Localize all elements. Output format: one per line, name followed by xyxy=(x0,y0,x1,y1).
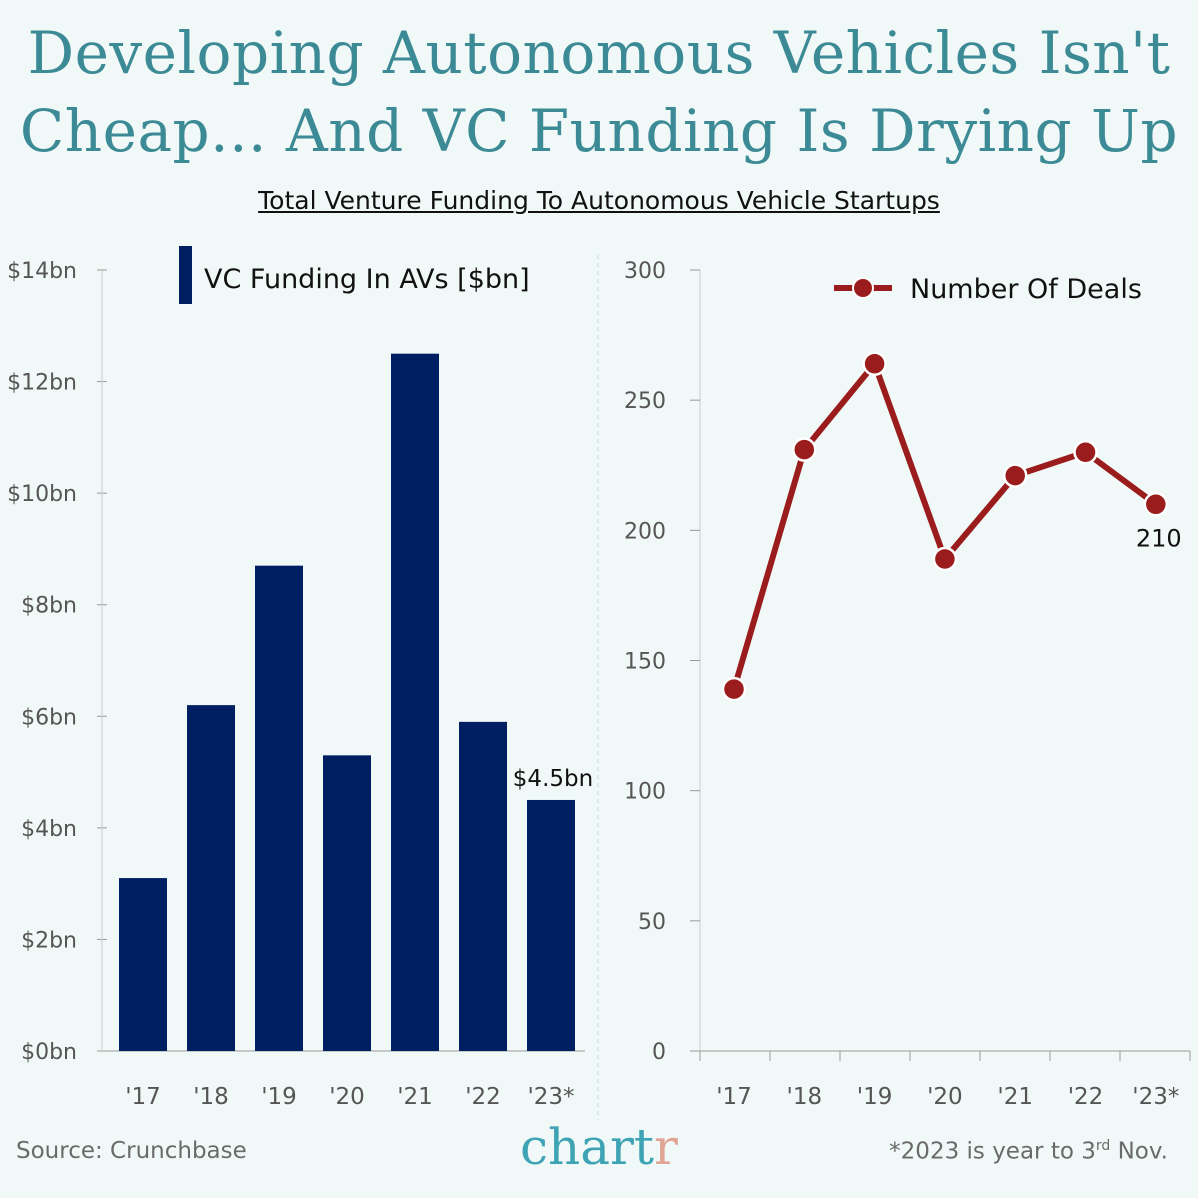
bar-y-tick-label: $2bn xyxy=(21,928,77,953)
bar-data-label: $4.5bn xyxy=(513,766,593,792)
footnote-end: Nov. xyxy=(1110,1138,1168,1165)
line-x-tick-label: '18 xyxy=(787,1084,823,1110)
line-legend-label: Number Of Deals xyxy=(910,274,1142,305)
bar-legend-swatch xyxy=(179,246,192,304)
bar-2 xyxy=(255,565,303,1051)
line-x-tick-label: '23* xyxy=(1132,1084,1179,1110)
deals-point-0 xyxy=(721,676,747,702)
title-line-1: Developing Autonomous Vehicles Isn't xyxy=(27,19,1171,87)
line-y-tick-label: 100 xyxy=(624,780,666,805)
line-y-tick-label: 200 xyxy=(624,519,666,544)
bar-y-tick-label: $10bn xyxy=(7,482,77,507)
bar-x-tick-label: '21 xyxy=(397,1084,433,1110)
line-y-tick-label: 50 xyxy=(638,910,666,935)
line-data-label: 210 xyxy=(1136,524,1182,552)
deals-point-6 xyxy=(1143,492,1169,517)
bar-6 xyxy=(527,799,575,1051)
deals-point-1 xyxy=(792,437,817,462)
bar-y-tick-label: $12bn xyxy=(7,371,77,396)
deals-point-5 xyxy=(1073,439,1098,465)
footnote-text: *2023 is year to 3 xyxy=(889,1138,1096,1165)
chart-subtitle: Total Venture Funding To Autonomous Vehi… xyxy=(258,186,940,215)
deals-point-3 xyxy=(932,546,958,572)
bar-y-tick-label: $0bn xyxy=(21,1040,77,1065)
line-x-tick-label: '17 xyxy=(716,1084,752,1110)
line-y-tick-label: 250 xyxy=(624,389,666,414)
line-x-tick-label: '22 xyxy=(1068,1084,1104,1110)
deals-line xyxy=(731,360,1158,690)
bar-x-tick-label: '23* xyxy=(527,1084,574,1110)
bar-0 xyxy=(119,878,167,1051)
bar-y-tick-label: $8bn xyxy=(21,594,77,619)
line-y-tick-label: 0 xyxy=(652,1040,666,1065)
bar-x-tick-label: '20 xyxy=(329,1084,365,1110)
bar-y-tick-label: $14bn xyxy=(7,259,77,284)
bar-x-tick-label: '22 xyxy=(465,1084,501,1110)
bar-x-tick-label: '17 xyxy=(125,1084,161,1110)
bar-4 xyxy=(391,353,439,1051)
title-line-2: Cheap... And VC Funding Is Drying Up xyxy=(19,97,1179,165)
line-x-tick-label: '20 xyxy=(927,1084,963,1110)
deals-point-4 xyxy=(1002,463,1028,488)
deals-point-2 xyxy=(862,351,887,376)
line-x-tick-label: '21 xyxy=(997,1084,1033,1110)
bar-x-tick-label: '19 xyxy=(261,1084,297,1110)
logo-accent: r xyxy=(654,1118,678,1176)
line-x-tick-label: '19 xyxy=(857,1084,893,1110)
footnote-sup: rd xyxy=(1095,1138,1111,1154)
bar-y-tick-label: $6bn xyxy=(21,705,77,730)
footnote: *2023 is year to 3rd Nov. xyxy=(889,1138,1168,1165)
chart-title: Developing Autonomous Vehicles Isn't Che… xyxy=(0,14,1198,170)
line-y-tick-label: 150 xyxy=(624,650,666,675)
bar-3 xyxy=(323,755,371,1051)
chartr-logo: chartr xyxy=(520,1118,678,1176)
logo-main: chart xyxy=(520,1118,655,1176)
bar-5 xyxy=(459,721,507,1051)
line-legend-marker xyxy=(852,277,874,299)
source-note: Source: Crunchbase xyxy=(16,1138,247,1164)
line-y-tick-label: 300 xyxy=(624,259,666,284)
bar-x-tick-label: '18 xyxy=(193,1084,229,1110)
bar-y-tick-label: $4bn xyxy=(21,817,77,842)
bar-1 xyxy=(187,705,235,1051)
bar-legend-label: VC Funding In AVs [$bn] xyxy=(204,264,530,295)
